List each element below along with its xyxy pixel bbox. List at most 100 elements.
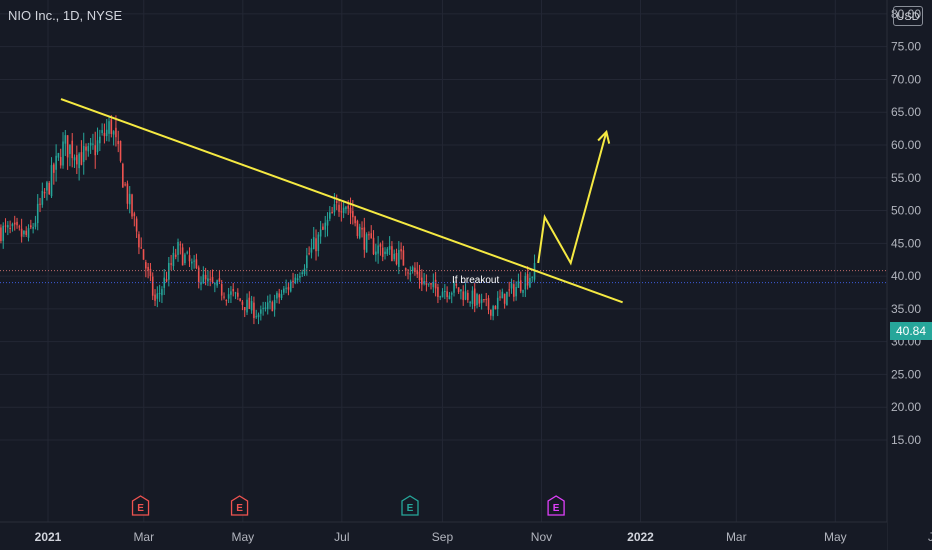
candle-body <box>377 245 379 254</box>
candle-body <box>299 276 301 278</box>
candle-body <box>480 299 483 303</box>
candle-body <box>7 225 9 228</box>
candle-body <box>186 252 189 254</box>
candle-body <box>156 293 159 299</box>
price-axis[interactable]: 15.0020.0025.0030.0035.0040.0045.0050.00… <box>886 0 932 550</box>
candle-body <box>89 142 92 146</box>
candle-body <box>94 145 97 156</box>
price-tick-label: 25.00 <box>891 367 921 381</box>
candle-body <box>34 222 37 227</box>
candle-body <box>151 276 154 296</box>
time-axis[interactable]: 2021 Mar May Jul Sep Nov 2022 Mar May Ju <box>0 521 932 550</box>
candle-body <box>490 309 492 316</box>
candle-body <box>50 165 53 197</box>
candle-body <box>414 267 416 273</box>
earnings-marker-label: E <box>137 503 144 514</box>
currency-badge[interactable]: USD <box>893 6 923 26</box>
candle-body <box>418 271 421 281</box>
price-tick-label: 75.00 <box>891 40 921 54</box>
candle-body <box>421 277 423 285</box>
candle-body <box>227 294 230 299</box>
candle-body <box>386 248 389 255</box>
candle-body <box>315 238 317 252</box>
candle-body <box>361 227 363 230</box>
candle-body <box>174 254 177 257</box>
candle-body <box>354 216 356 224</box>
candle-body <box>119 140 122 161</box>
candle-body <box>188 255 191 262</box>
price-tick-label: 40.00 <box>891 269 921 283</box>
candle-body <box>301 272 304 275</box>
candle-body <box>441 291 444 298</box>
candle-body <box>105 129 108 137</box>
candle-body <box>338 204 340 212</box>
time-tick-label: May <box>231 530 254 544</box>
earnings-marker-label: E <box>407 503 414 514</box>
candle-body <box>204 274 207 280</box>
time-tick-label: Sep <box>432 530 454 544</box>
candle-body <box>478 295 481 304</box>
candle-body <box>370 233 373 239</box>
candle-body <box>503 293 506 304</box>
candle-body <box>57 153 60 158</box>
candle-body <box>193 260 195 262</box>
candle-body <box>473 288 476 307</box>
candle-body <box>522 289 524 293</box>
candle-body <box>48 182 51 195</box>
time-tick-label: Jul <box>334 530 349 544</box>
candle-body <box>393 253 396 260</box>
candle-body <box>515 286 517 297</box>
candle-body <box>492 306 494 317</box>
candle-body <box>25 230 28 235</box>
candle-body <box>39 203 41 205</box>
candle-body <box>411 267 414 272</box>
candle-body <box>128 193 131 205</box>
candle-body <box>66 135 69 158</box>
candle-body <box>446 291 448 298</box>
candle-body <box>145 262 147 269</box>
candle-body <box>234 292 237 294</box>
candle-body <box>312 237 315 250</box>
candle-body <box>303 268 306 275</box>
candle-body <box>101 130 103 134</box>
candle-body <box>407 272 409 274</box>
candle-body <box>329 212 331 219</box>
candle-body <box>11 223 14 227</box>
candle-body <box>41 190 44 205</box>
candle-body <box>36 203 39 224</box>
candle-body <box>172 252 175 267</box>
candle-body <box>62 141 64 166</box>
candle-body <box>53 164 55 173</box>
earnings-marker <box>401 495 419 516</box>
candle-body <box>513 284 515 297</box>
earnings-marker <box>230 495 249 516</box>
candle-body <box>133 213 136 217</box>
candle-body <box>483 299 485 301</box>
projection-arrow-head <box>597 129 611 144</box>
candle-body <box>135 218 138 232</box>
earnings-marker <box>547 495 565 516</box>
symbol-title[interactable]: NIO Inc., 1D, NYSE <box>8 8 123 23</box>
breakout-annotation: If breakout <box>452 275 500 286</box>
trend-drawings[interactable] <box>60 98 623 304</box>
candle-body <box>230 291 232 295</box>
candle-body <box>283 288 285 293</box>
candle-body <box>264 307 267 309</box>
candle-body <box>310 247 313 253</box>
candle-body <box>450 293 453 295</box>
candle-body <box>499 296 501 298</box>
candle-body <box>508 289 511 291</box>
candle-body <box>404 268 407 271</box>
candle-body <box>191 261 193 264</box>
candle-body <box>262 307 264 309</box>
candle-body <box>223 296 225 298</box>
candle-body <box>317 234 320 251</box>
price-tick-label: 65.00 <box>891 105 921 119</box>
candle-body <box>2 225 5 241</box>
candle-body <box>423 280 425 284</box>
candle-body <box>476 294 478 306</box>
candle-body <box>64 135 67 144</box>
candle-body <box>260 309 262 314</box>
